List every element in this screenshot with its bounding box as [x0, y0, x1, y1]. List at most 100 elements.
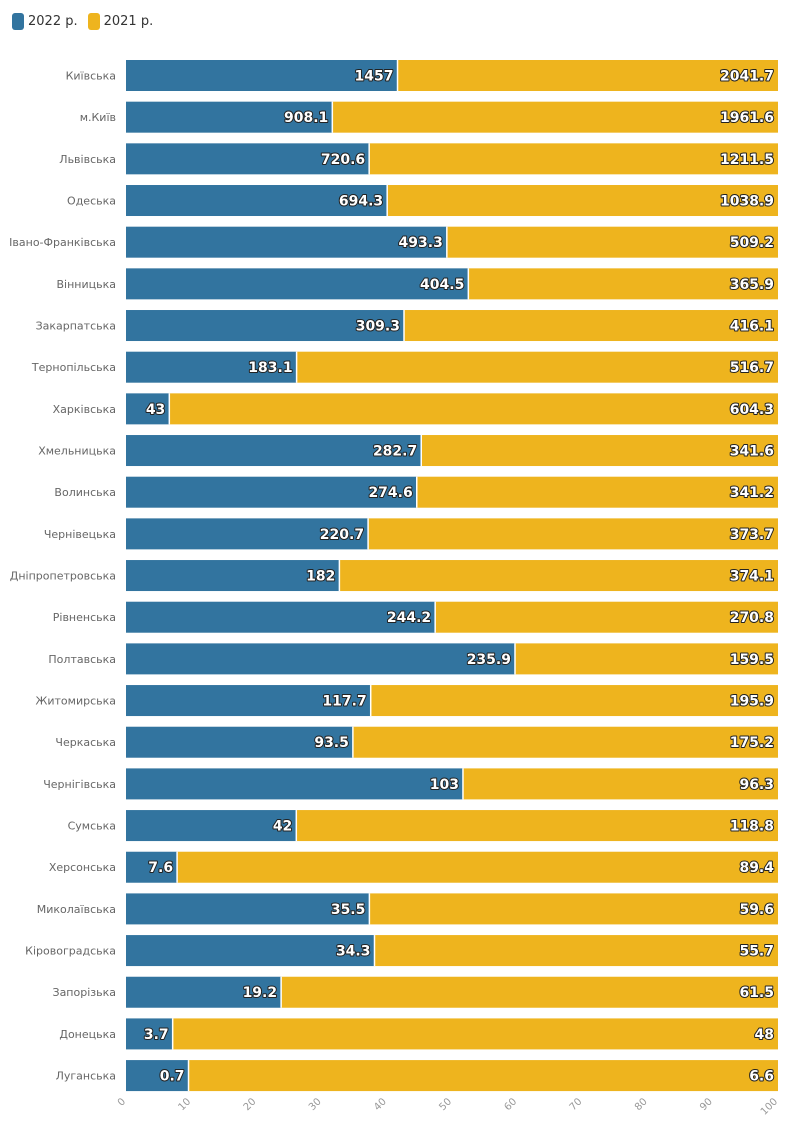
- data-label-2021: 118.8: [730, 819, 774, 835]
- bar-2022[interactable]: [126, 435, 422, 467]
- bar-2022[interactable]: [126, 1060, 189, 1092]
- x-tick-label: 30: [307, 1096, 324, 1113]
- bar-2022[interactable]: [126, 810, 297, 842]
- bar-2022[interactable]: [126, 351, 297, 383]
- bar-2022[interactable]: [126, 268, 469, 300]
- data-label-2022: 274.6: [368, 485, 412, 501]
- data-label-2021: 341.6: [730, 444, 774, 460]
- bar-2021[interactable]: [281, 976, 778, 1008]
- category-label: Житомирська: [36, 695, 116, 708]
- legend-item-2021[interactable]: 2021 р.: [87, 13, 153, 30]
- legend-swatch-2022: [12, 13, 24, 30]
- data-label-2021: 341.2: [730, 485, 774, 501]
- data-label-2022: 720.6: [321, 152, 365, 168]
- bar-2021[interactable]: [169, 393, 778, 425]
- bar-2021[interactable]: [404, 310, 778, 342]
- bar-2022[interactable]: [126, 143, 370, 175]
- data-label-2022: 117.7: [322, 694, 366, 710]
- bar-2022[interactable]: [126, 935, 375, 967]
- data-label-2021: 416.1: [730, 319, 774, 335]
- category-label: Херсонська: [49, 861, 116, 874]
- x-tick-label: 80: [633, 1096, 650, 1113]
- data-label-2022: 404.5: [420, 277, 464, 293]
- bar-2021[interactable]: [177, 851, 778, 883]
- bar-2021[interactable]: [296, 810, 778, 842]
- bar-2022[interactable]: [126, 685, 371, 717]
- category-label: Луганська: [56, 1070, 116, 1083]
- data-label-2022: 309.3: [356, 319, 400, 335]
- legend: 2022 р. 2021 р.: [12, 13, 153, 30]
- bar-2021[interactable]: [339, 560, 778, 592]
- bar-2021[interactable]: [352, 726, 778, 758]
- bar-2021[interactable]: [446, 226, 778, 258]
- bar-2022[interactable]: [126, 1018, 173, 1050]
- bar-2021[interactable]: [369, 893, 778, 925]
- bar-2021[interactable]: [462, 768, 778, 800]
- bar-2022[interactable]: [126, 393, 170, 425]
- data-label-2021: 175.2: [730, 735, 774, 751]
- data-label-2021: 61.5: [739, 985, 774, 1001]
- bar-2022[interactable]: [126, 893, 370, 925]
- bar-2021[interactable]: [370, 685, 778, 717]
- bar-2022[interactable]: [126, 768, 463, 800]
- data-label-2021: 365.9: [730, 277, 774, 293]
- bar-2021[interactable]: [397, 60, 778, 91]
- category-label: Запорізька: [53, 986, 116, 999]
- data-label-2021: 59.6: [739, 902, 774, 918]
- bar-2022[interactable]: [126, 851, 178, 883]
- bar-2021[interactable]: [368, 518, 778, 550]
- data-label-2022: 3.7: [144, 1027, 169, 1043]
- data-label-2021: 516.7: [730, 360, 774, 376]
- bar-2022[interactable]: [126, 643, 515, 675]
- bar-2022[interactable]: [126, 101, 333, 133]
- data-label-2022: 103: [430, 777, 459, 793]
- bar-2021[interactable]: [468, 268, 778, 300]
- data-label-2021: 1211.5: [720, 152, 774, 168]
- data-label-2021: 55.7: [739, 944, 774, 960]
- bar-2021[interactable]: [296, 351, 778, 383]
- bar-2021[interactable]: [387, 185, 778, 217]
- data-label-2022: 183.1: [248, 360, 292, 376]
- data-label-2022: 34.3: [336, 944, 371, 960]
- data-label-2021: 159.5: [730, 652, 774, 668]
- category-label: Львівська: [59, 153, 116, 166]
- data-label-2021: 96.3: [739, 777, 774, 793]
- category-label: Черкаська: [55, 736, 116, 749]
- bar-2021[interactable]: [421, 435, 778, 467]
- bar-2021[interactable]: [172, 1018, 779, 1050]
- bar-2021[interactable]: [369, 143, 778, 175]
- bar-2022[interactable]: [126, 226, 447, 258]
- bar-2022[interactable]: [126, 601, 436, 633]
- data-label-2022: 42: [273, 819, 292, 835]
- bar-2022[interactable]: [126, 976, 282, 1008]
- data-label-2021: 604.3: [730, 402, 774, 418]
- bar-2022[interactable]: [126, 726, 353, 758]
- bar-2021[interactable]: [188, 1060, 778, 1092]
- x-tick-label: 50: [437, 1096, 454, 1113]
- bar-2021[interactable]: [416, 476, 778, 508]
- category-label: Одеська: [67, 195, 116, 208]
- bar-2022[interactable]: [126, 518, 369, 550]
- bar-2021[interactable]: [514, 643, 778, 675]
- data-label-2021: 1961.6: [720, 110, 774, 126]
- data-label-2021: 374.1: [730, 569, 774, 585]
- category-label: Кіровоградська: [25, 945, 116, 958]
- bar-2022[interactable]: [126, 310, 405, 342]
- bar-2021[interactable]: [332, 101, 778, 133]
- bar-2021[interactable]: [435, 601, 778, 633]
- category-label: Вінницька: [57, 278, 117, 291]
- bar-2022[interactable]: [126, 476, 417, 508]
- category-label: Сумська: [68, 820, 116, 833]
- data-label-2022: 0.7: [160, 1069, 185, 1085]
- bar-2022[interactable]: [126, 560, 340, 592]
- data-label-2022: 35.5: [331, 902, 366, 918]
- data-label-2021: 2041.7: [720, 69, 774, 85]
- data-label-2021: 270.8: [730, 610, 774, 626]
- data-label-2021: 6.6: [749, 1069, 774, 1085]
- category-label: м.Київ: [80, 111, 116, 124]
- bar-2022[interactable]: [126, 60, 398, 91]
- category-label: Харківська: [53, 403, 116, 416]
- legend-item-2022[interactable]: 2022 р.: [12, 13, 78, 30]
- bar-2021[interactable]: [374, 935, 778, 967]
- bar-2022[interactable]: [126, 185, 388, 217]
